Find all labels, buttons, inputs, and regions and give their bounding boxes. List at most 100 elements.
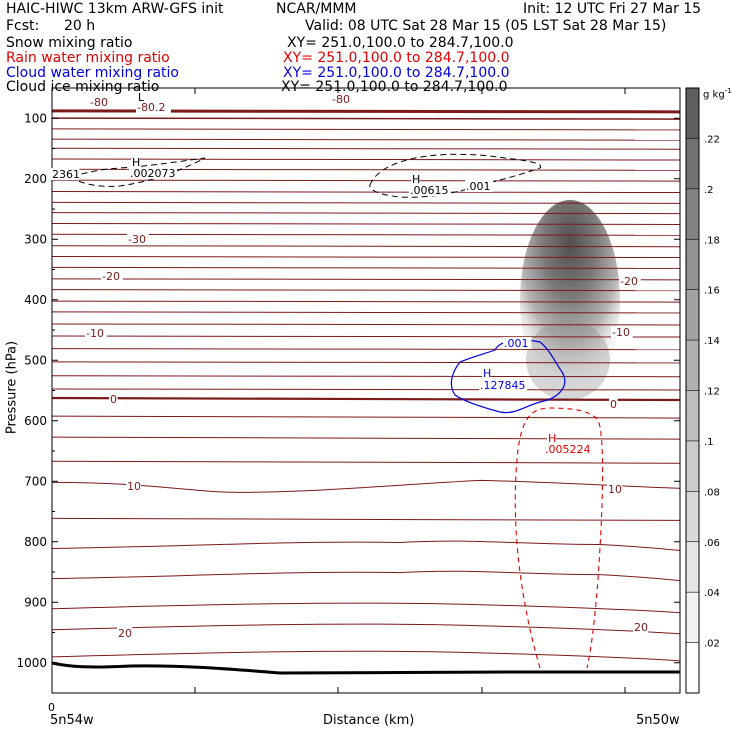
contour-label-bg [411,173,420,185]
cloud-water-contour [450,339,566,414]
y-tick-label: 1000 [16,656,47,670]
contour-label: .001 [504,337,529,350]
terrain-line [52,661,680,675]
snow-shading-lower [526,320,610,400]
forecast-label: Fcst: [6,18,40,34]
contour-label: L [138,91,145,104]
colorbar-segment [686,340,699,391]
contour-label-bg [544,443,593,455]
x-start-label: 5n54w [50,713,94,728]
colorbar-segment [686,289,699,341]
contour-label: 2361 [52,168,80,181]
y-tick-label: 900 [24,595,47,609]
contour-label-bg [136,101,171,113]
legend-cloud-water-label: Cloud water mixing ratio [6,65,179,81]
isotherm [52,266,680,269]
isotherm [52,479,680,493]
isotherm [52,233,680,236]
contour-label: .001 [466,180,491,193]
legend-snow-label: Snow mixing ratio [6,35,133,51]
contour-label: -20 [620,275,638,288]
isotherm [52,540,680,552]
contour-label-bg [51,168,80,180]
contour-label: -80.2 [137,101,165,114]
isotherm [52,128,680,131]
colorbar-unit: g kg-1 [703,84,732,102]
isotherm [52,323,680,326]
org-label: NCAR/MMM [276,1,357,17]
legend-cloud-water-xy: XY= 251.0,100.0 to 284.7,100.0 [283,65,510,81]
colorbar-tick-label: .08 [704,487,720,498]
colorbar-segment [686,491,699,542]
y-tick-label: 400 [24,293,47,307]
isotherm [52,222,680,225]
isotherm [52,375,680,378]
contour-label: 0 [110,393,117,406]
contour-label-bg [109,393,118,405]
contour-label: 20 [634,621,648,634]
colorbar-segment [686,188,699,240]
y-tick-label: 800 [24,535,47,549]
x-axis [51,88,626,693]
contour-label: H [132,156,140,169]
contour-label: -10 [612,326,630,339]
legend-rain-label: Rain water mixing ratio [6,50,170,66]
isotherm [52,278,680,281]
colorbar-tick-label: .04 [704,588,720,599]
isotherm [52,415,680,419]
contour-label: -80 [90,96,108,109]
colorbar-unit-text: g kg [703,89,725,101]
contour-label-bg [479,379,528,391]
contour-label-bg [547,432,556,444]
isotherm [52,256,680,259]
colorbar-tick-label: .12 [704,387,720,398]
contour-label-bg [503,337,532,349]
isotherm [52,245,680,248]
contour-label-bg [117,627,133,639]
contour-label: -80 [332,93,350,106]
colorbar-segment [686,88,699,139]
contour-label-bg [85,327,107,339]
isotherm [52,517,680,521]
isotherm [52,396,680,402]
isotherm [52,436,680,440]
contour-label: 10 [127,480,141,493]
isotherm [52,158,680,161]
colorbar-segment [686,642,699,693]
contour-label: -20 [102,270,120,283]
isotherm [52,201,680,204]
contour-label-bg [633,621,649,633]
legend-snow-xy: XY= 251.0,100.0 to 284.7,100.0 [287,35,514,51]
colorbar-tick-label: .2 [704,185,714,196]
isotherm [52,361,680,364]
isotherm [52,212,680,215]
isotherm [52,117,680,120]
forecast-hours: 20 h [64,18,96,34]
contour-label-bg [89,96,111,108]
legend-cloud-ice-label: Cloud ice mixing ratio [6,79,160,95]
contour-label-bg [126,480,142,492]
contour-label: H [483,367,491,380]
contour-label-bg [611,326,633,338]
colorbar-tick-label: .16 [704,286,720,297]
contour-label: 20 [118,627,132,640]
isotherm [52,311,680,314]
isotherm [52,289,680,292]
model-title: HAIC-HIWC 13km ARW-GFS init [6,1,224,17]
rain-water-contour [514,407,604,669]
x-end-label: 5n50w [636,713,680,728]
contour-label-bg [465,180,494,192]
colorbar-tick-label: .14 [704,336,720,347]
contour-label: .00615 [410,184,449,197]
contour-label-bg [409,184,451,196]
init-time: Init: 12 UTC Fri 27 Mar 15 [523,1,702,17]
colorbar: .02 .04 .06 .08 .1 .12 .14 .16 .18 .2 .22 [685,87,720,694]
contour-label: .002073 [130,167,176,180]
isotherm [52,191,680,194]
cloud-ice-contour-left [52,157,206,187]
isotherm [52,388,680,391]
contour-label-bg [331,93,353,105]
isotherm [52,623,680,635]
